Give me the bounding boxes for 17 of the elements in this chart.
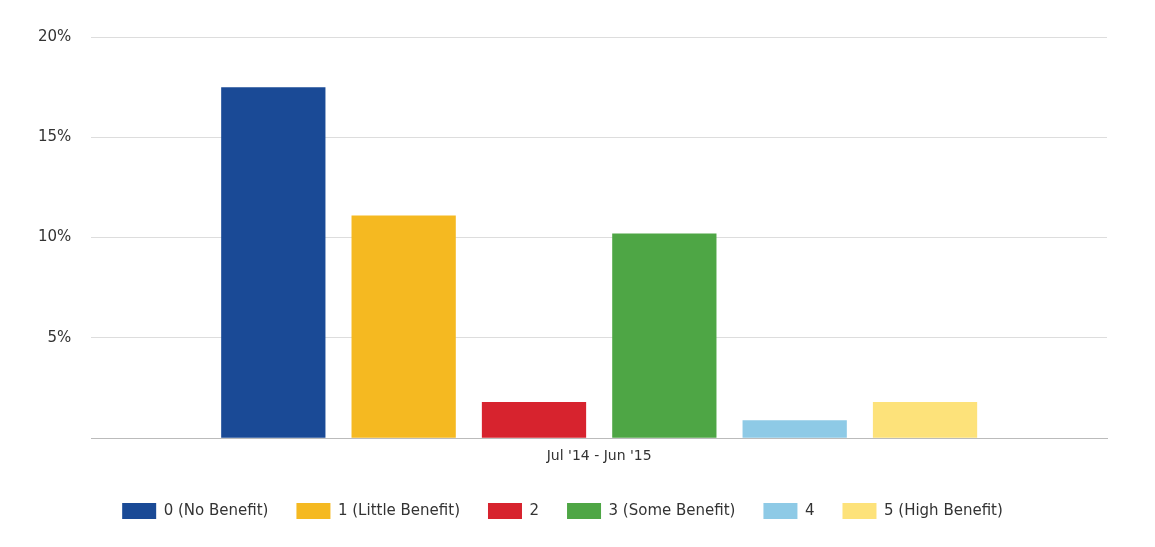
legend-label: 2: [529, 500, 540, 519]
bar: [481, 402, 587, 438]
bar: [221, 87, 326, 438]
y-tick-label: 20%: [38, 26, 72, 45]
y-tick-label: 10%: [38, 227, 72, 246]
legend-label: 5 (High Benefit): [883, 500, 1003, 519]
y-tick-label: 5%: [47, 327, 72, 346]
legend-label: 4: [804, 500, 815, 519]
bar: [351, 215, 456, 438]
legend-label: 1 (Little Benefit): [337, 500, 460, 519]
legend-label: 3 (Some Benefit): [608, 500, 736, 519]
bar: [742, 420, 847, 438]
bar: [612, 233, 717, 438]
bar: [872, 402, 978, 438]
x-tick-label: Jul '14 - Jun '15: [545, 447, 652, 464]
y-tick-label: 15%: [38, 127, 72, 146]
legend-label: 0 (No Benefit): [163, 500, 269, 519]
